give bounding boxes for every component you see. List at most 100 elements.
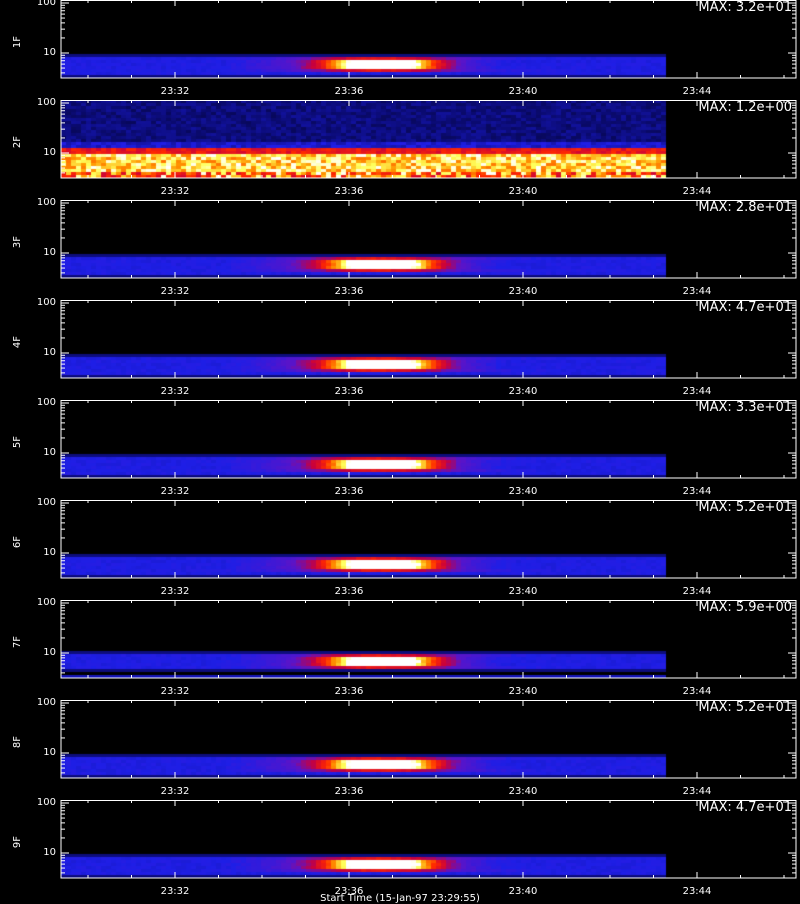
y-tick-label: 10 [43, 747, 56, 758]
panel-axes [60, 600, 797, 679]
y-tick-label: 100 [36, 497, 56, 508]
max-label: MAX: 5.2e+01 [698, 700, 792, 715]
x-tick-label: 23:40 [508, 886, 538, 897]
plot-frame [60, 700, 797, 779]
x-tick-label: 23:36 [334, 186, 364, 197]
max-label: MAX: 4.7e+01 [698, 800, 792, 815]
max-label: MAX: 5.9e+00 [698, 600, 792, 615]
x-axis-title: Start Time (15-Jan-97 23:29:55) [320, 893, 480, 904]
panel-axes [60, 400, 797, 479]
spectrogram-image [61, 600, 796, 678]
y-tick-label: 10 [43, 847, 56, 858]
panel-axes [60, 700, 797, 779]
max-label: MAX: 5.2e+01 [698, 500, 792, 515]
panel-axes [60, 800, 797, 879]
y-tick-label: 100 [36, 597, 56, 608]
panel-1f: 100 10 23:32 23:36 23:40 23:44 1F MAX: 3.2e+01 [0, 0, 800, 100]
panel-axes [60, 0, 797, 79]
y-tick-label: 10 [43, 247, 56, 258]
panel-axes [60, 300, 797, 379]
panel-2f: 100 10 23:32 23:36 23:40 23:44 2F MAX: 1.2e+00 [0, 97, 800, 200]
max-label: MAX: 1.2e+00 [698, 100, 792, 115]
plot-frame [60, 400, 797, 479]
panel-6f: 100 10 23:32 23:36 23:40 23:44 6F MAX: 5.2e+01 [0, 497, 800, 600]
x-tick-label: 23:44 [682, 586, 712, 597]
panel-7f: 100 10 23:32 23:36 23:40 23:44 7F MAX: 5.9e+00 [0, 597, 800, 700]
x-tick-label: 23:36 [334, 486, 364, 497]
y-axis-label: 2F [12, 135, 23, 149]
plot-frame [60, 100, 797, 179]
max-label: MAX: 4.7e+01 [698, 300, 792, 315]
x-tick-label: 23:32 [160, 586, 190, 597]
y-tick-label: 100 [36, 297, 56, 308]
x-tick-label: 23:40 [508, 186, 538, 197]
x-tick-label: 23:44 [682, 386, 712, 397]
x-tick-label: 23:36 [334, 586, 364, 597]
panel-8f: 100 10 23:32 23:36 23:40 23:44 8F MAX: 5.2e+01 [0, 697, 800, 800]
x-tick-label: 23:44 [682, 86, 712, 97]
y-axis-label: 7F [12, 635, 23, 649]
spectrogram-image [61, 400, 796, 478]
y-tick-label: 100 [36, 97, 56, 108]
panel-axes [60, 200, 797, 279]
spectrogram-image [61, 500, 796, 578]
x-tick-label: 23:44 [682, 686, 712, 697]
x-tick-label: 23:32 [160, 786, 190, 797]
x-tick-label: 23:40 [508, 386, 538, 397]
y-axis-label: 9F [12, 835, 23, 849]
max-label: MAX: 3.3e+01 [698, 400, 792, 415]
x-tick-label: 23:44 [682, 486, 712, 497]
y-tick-label: 10 [43, 147, 56, 158]
plot-frame [60, 600, 797, 679]
panel-4f: 100 10 23:32 23:36 23:40 23:44 4F MAX: 4.7e+01 [0, 297, 800, 400]
spectrogram-image [61, 100, 796, 178]
spectrogram-image [61, 800, 796, 878]
y-tick-label: 10 [43, 647, 56, 658]
x-tick-label: 23:32 [160, 486, 190, 497]
y-tick-label: 100 [36, 0, 56, 8]
y-tick-label: 100 [36, 697, 56, 708]
y-tick-label: 10 [43, 47, 56, 58]
x-tick-label: 23:36 [334, 286, 364, 297]
x-tick-label: 23:36 [334, 386, 364, 397]
x-tick-label: 23:44 [682, 886, 712, 897]
x-tick-label: 23:40 [508, 286, 538, 297]
y-tick-label: 100 [36, 797, 56, 808]
x-tick-label: 23:36 [334, 786, 364, 797]
panel-axes [60, 100, 797, 179]
y-tick-label: 10 [43, 347, 56, 358]
x-tick-label: 23:44 [682, 286, 712, 297]
spectrogram-image [61, 300, 796, 378]
max-label: MAX: 3.2e+01 [698, 0, 792, 15]
x-tick-label: 23:32 [160, 86, 190, 97]
x-tick-label: 23:44 [682, 786, 712, 797]
panel-9f: 100 10 23:32 23:36 23:40 23:44 9F MAX: 4.7e+01 [0, 797, 800, 900]
x-tick-label: 23:36 [334, 886, 364, 897]
panel-5f: 100 10 23:32 23:36 23:40 23:44 5F MAX: 3.3e+01 [0, 397, 800, 500]
x-tick-label: 23:32 [160, 686, 190, 697]
x-tick-label: 23:40 [508, 686, 538, 697]
y-axis-label: 6F [12, 535, 23, 549]
x-tick-label: 23:32 [160, 186, 190, 197]
plot-frame [60, 0, 797, 79]
x-tick-label: 23:40 [508, 586, 538, 597]
y-tick-label: 10 [43, 547, 56, 558]
spectrogram-image [61, 0, 796, 78]
x-tick-label: 23:32 [160, 886, 190, 897]
max-label: MAX: 2.8e+01 [698, 200, 792, 215]
plot-frame [60, 500, 797, 579]
plot-frame [60, 800, 797, 879]
y-axis-label: 3F [12, 235, 23, 249]
y-tick-label: 100 [36, 197, 56, 208]
x-tick-label: 23:32 [160, 286, 190, 297]
y-axis-label: 1F [12, 35, 23, 49]
y-axis-label: 8F [12, 735, 23, 749]
x-tick-label: 23:44 [682, 186, 712, 197]
plot-frame [60, 200, 797, 279]
panel-axes [60, 500, 797, 579]
x-tick-label: 23:40 [508, 486, 538, 497]
spectrogram-image [61, 200, 796, 278]
y-tick-label: 100 [36, 397, 56, 408]
x-tick-label: 23:32 [160, 386, 190, 397]
